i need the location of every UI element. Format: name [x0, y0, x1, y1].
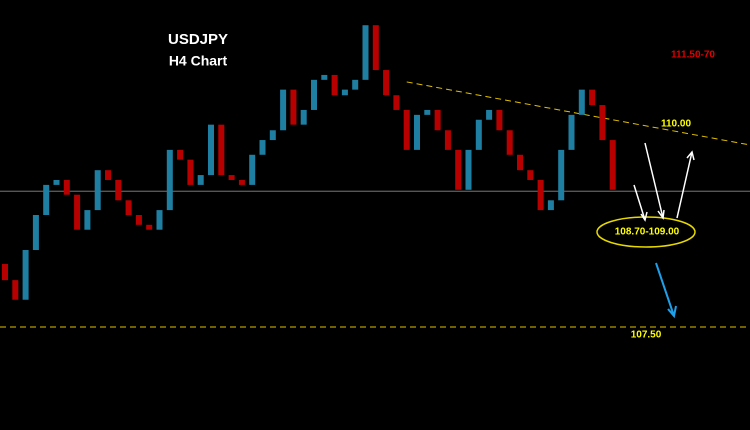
chart-title: USDJPY — [168, 31, 228, 48]
trendline — [406, 81, 750, 146]
candle-body — [84, 210, 91, 230]
candle-body — [249, 154, 256, 185]
candle-body — [238, 179, 245, 185]
candle-body — [599, 105, 606, 141]
support-label: 107.50 — [631, 330, 662, 341]
candle-body — [280, 89, 287, 131]
candle-body — [517, 154, 523, 171]
candle-body — [455, 149, 462, 190]
candle-body — [22, 250, 29, 300]
target-label: 108.70-109.00 — [615, 227, 680, 238]
down-arrow — [655, 262, 677, 319]
candle-body — [475, 119, 482, 150]
chart-subtitle: H4 Chart — [169, 53, 228, 69]
candle-body — [269, 130, 276, 141]
candle-body — [558, 149, 565, 201]
candle-body — [187, 159, 194, 185]
candle-body — [372, 25, 379, 71]
candle-body — [506, 130, 513, 155]
candle-body — [321, 74, 328, 80]
candle-body — [94, 170, 101, 211]
candle-body — [2, 264, 8, 281]
candle-body — [341, 89, 348, 96]
candle-body — [496, 109, 503, 131]
candle-body — [32, 215, 39, 251]
candle-body — [589, 89, 596, 106]
candle-body — [609, 140, 616, 190]
plot-area — [0, 25, 750, 328]
candle-body — [290, 89, 297, 125]
candle-body — [115, 179, 122, 201]
candle-body — [177, 149, 184, 160]
candle-body — [53, 179, 60, 185]
candle-body — [156, 210, 163, 230]
candle-body — [311, 79, 317, 110]
candle-body — [135, 215, 142, 225]
candle-body — [125, 200, 132, 215]
candle-body — [146, 224, 153, 230]
trendline-label: 110.00 — [661, 119, 691, 130]
candle-body — [465, 149, 472, 190]
candle-body — [383, 70, 390, 96]
candle-body — [74, 194, 81, 230]
candle-body — [197, 175, 204, 185]
candle-body — [414, 114, 420, 150]
candle-body — [578, 89, 585, 115]
candle-body — [228, 175, 235, 180]
arrow — [644, 142, 665, 220]
candle-body — [166, 149, 173, 211]
candle-body — [547, 200, 554, 211]
candle-body — [403, 109, 410, 150]
candle-body — [63, 179, 70, 195]
candle-body — [259, 140, 266, 155]
arrow — [676, 150, 695, 219]
candle-body — [434, 109, 441, 131]
candle-body — [208, 124, 214, 176]
resistance-label: 111.50-70 — [671, 50, 715, 61]
candle-body — [527, 170, 534, 180]
candle-body — [12, 280, 19, 300]
candle-body — [537, 179, 544, 211]
candle-body — [444, 130, 451, 150]
candle-body — [568, 114, 575, 150]
candle-body — [300, 109, 307, 125]
candle-body — [331, 74, 338, 96]
candle-body — [105, 170, 111, 180]
candle-body — [393, 95, 400, 110]
candle-body — [424, 109, 431, 115]
arrow — [633, 184, 648, 222]
scenario-arrows — [633, 142, 695, 222]
candle-body — [486, 109, 493, 120]
candle-body — [43, 184, 50, 215]
candle-body — [352, 79, 359, 90]
candle-body — [362, 25, 369, 80]
arrow — [655, 262, 677, 319]
candle-body — [218, 124, 225, 176]
